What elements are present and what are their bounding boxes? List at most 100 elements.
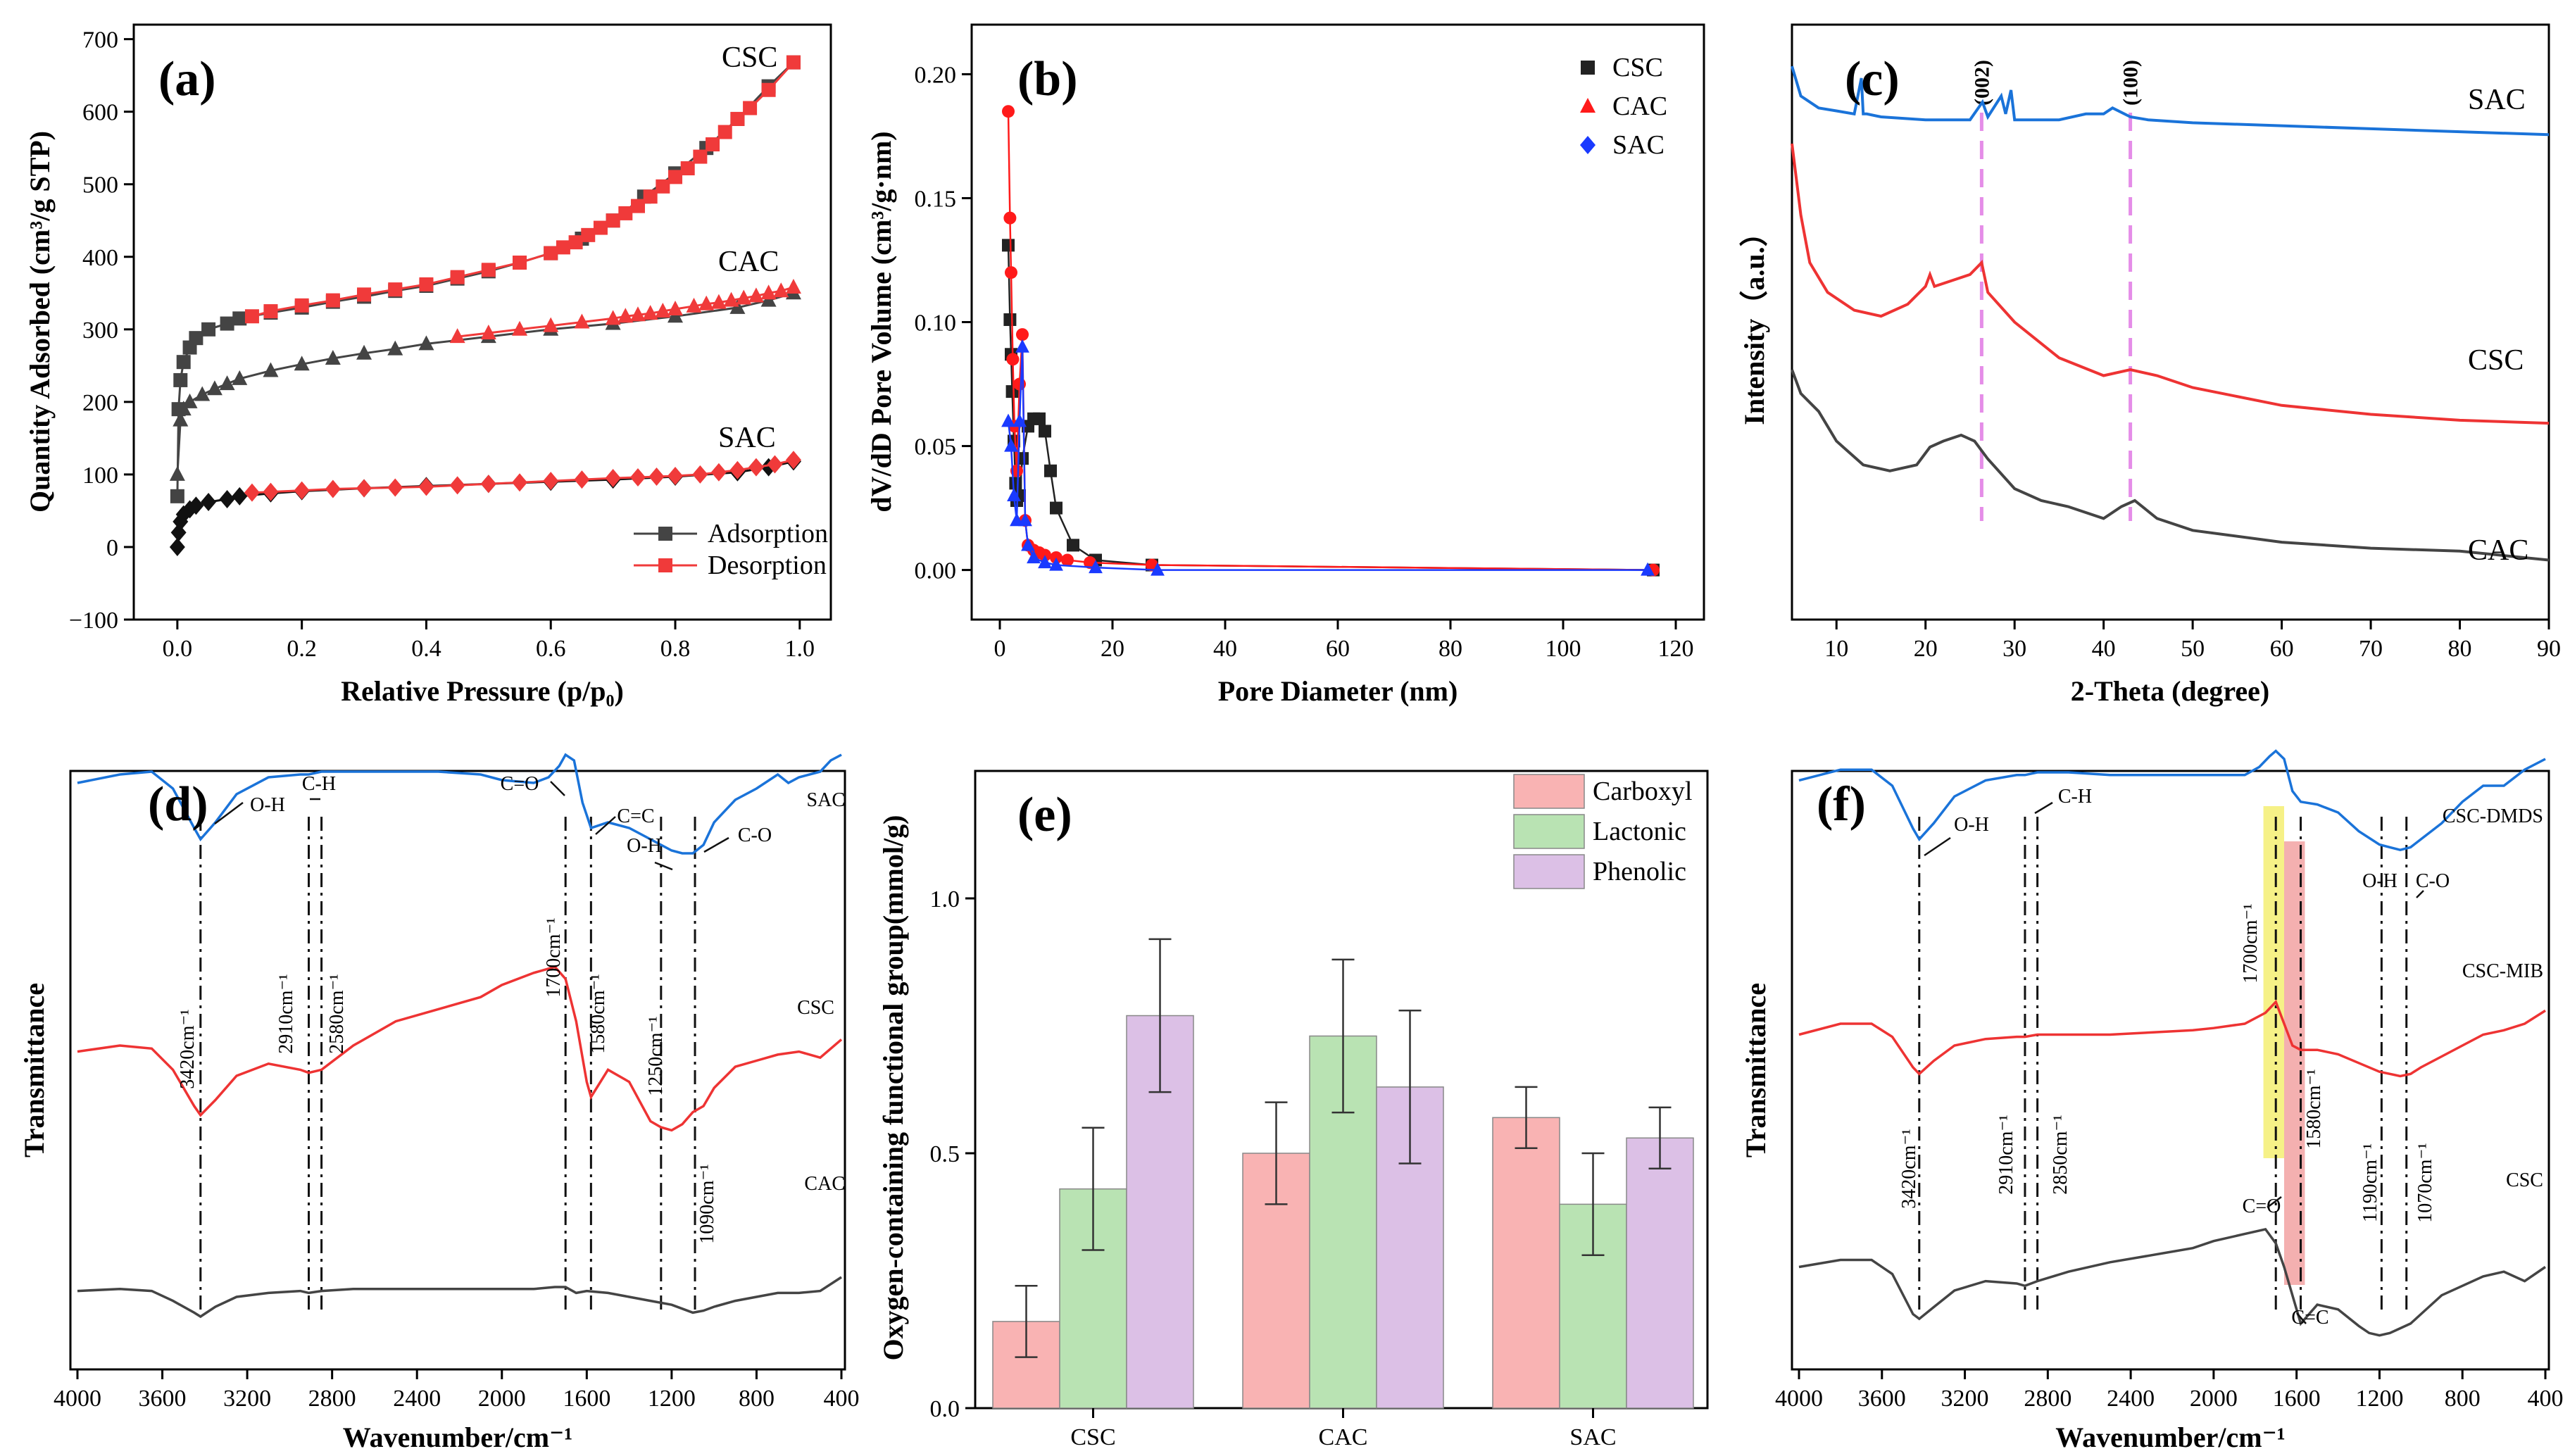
panel-a-xtick-label: 1.0	[785, 636, 815, 662]
panel-b-ylabel: dV/dD Pore Volume (cm³/g·nm)	[865, 131, 897, 512]
panel-f-xtick-label: 2800	[2024, 1386, 2071, 1412]
panel-b-xtick-label: 0	[994, 636, 1006, 662]
panel-a-series-5-point	[574, 470, 590, 489]
panel-c-label-cac: CAC	[2468, 534, 2528, 567]
panel-d-letter: (d)	[148, 777, 208, 831]
panel-b-series-2-point	[1004, 438, 1018, 452]
panel-a-series-4-point	[169, 537, 185, 556]
panel-e-category-label: SAC	[1569, 1424, 1616, 1450]
panel-f-annotation: C=O	[2243, 1195, 2281, 1217]
panel-a-series-1-point	[481, 263, 496, 277]
panel-b-series-2-point	[1151, 562, 1165, 576]
panel-e-ytick-label: 0.5	[930, 1141, 960, 1167]
panel-a-series-2-point	[356, 344, 372, 360]
panel-a-series-3-point	[642, 305, 658, 320]
panel-a-series-5-point	[325, 479, 341, 498]
panel-d-xtick-label: 1600	[563, 1386, 610, 1412]
panel-d-annotation: O-H	[250, 794, 285, 816]
panel-e-category-label: CSC	[1070, 1424, 1115, 1450]
panel-a-legend-label: Desorption	[708, 551, 827, 580]
panel-c-frame	[1791, 23, 2550, 621]
panel-d-xtick-label: 3600	[139, 1386, 187, 1412]
panel-a-series-1-point	[244, 309, 259, 324]
panel-f-series-2-line	[1798, 1227, 2546, 1337]
panel-a-ytick-label: 400	[82, 245, 118, 271]
panel-f-annotation: 1580cm⁻¹	[2303, 1069, 2325, 1148]
panel-a-legend: Adsorption Desorption	[634, 519, 828, 580]
panel-f-highlight-band	[2263, 806, 2284, 1158]
panel-f-annotation-arrow	[2296, 1312, 2307, 1324]
panel-a-series-1-point	[706, 137, 720, 152]
panel-a-series-1-point	[593, 220, 608, 235]
panel-c-label-csc: CSC	[2468, 344, 2524, 377]
panel-a-series-1-point	[743, 101, 758, 115]
panel-e-legend-swatch	[1513, 774, 1585, 809]
panel-a-legend-marker	[658, 527, 672, 541]
panel-a-series-0-point	[232, 311, 247, 326]
panel-a-xtick-label: 0.6	[536, 636, 566, 662]
panel-a-series-1-point	[668, 170, 683, 184]
panel-b-legend-label: CSC	[1612, 53, 1663, 82]
panel-f-series-1-line	[1798, 999, 2546, 1078]
panel-c-xtick-label: 40	[2092, 636, 2116, 662]
panel-c-xtick-label: 70	[2359, 636, 2383, 662]
panel-f-series-label: CSC-MIB	[2462, 960, 2543, 982]
panel-d-series-0-line	[77, 753, 842, 855]
panel-b-series-0-point	[1067, 539, 1079, 552]
panel-b-ytick-label: 0.05	[915, 434, 957, 460]
panel-b-legend-label: CAC	[1612, 92, 1667, 121]
panel-b-series-1-point	[1016, 328, 1029, 341]
panel-a-series-1-point	[568, 235, 583, 250]
panel-a-series-3-point	[512, 320, 528, 336]
panel-a-series-0-point	[170, 489, 184, 503]
panel-d-xtick-label: 400	[824, 1386, 860, 1412]
panel-a-series-1-point	[730, 111, 745, 126]
panel-a-series-2-point	[232, 370, 248, 385]
panel-b-series-2-point	[1007, 488, 1021, 502]
panel-a-series-2-point	[206, 380, 222, 396]
panel-b-letter: (b)	[1017, 52, 1078, 106]
panel-e-bar-carboxyl	[1492, 1117, 1560, 1409]
panel-f-ftir-adsorption-chart: 4000 3600 3200 2800 2400 2000 1600 1200 800 400 O-…	[1740, 749, 2564, 1453]
panel-e-legend-swatch	[1513, 854, 1585, 889]
panel-f-ylabel: Transmittance	[1740, 983, 1772, 1157]
panel-f-xtick-label: 1200	[2355, 1386, 2403, 1412]
panel-e-ylabel: Oxygen-containing functional group(mmol/…	[877, 815, 909, 1361]
panel-b-xtick-label: 60	[1326, 636, 1350, 662]
panel-f-annotation: 1070cm⁻¹	[2414, 1143, 2436, 1222]
panel-b-series-0-point	[1003, 313, 1017, 326]
panel-a-label-cac: CAC	[718, 246, 779, 278]
panel-a-series-5-point	[387, 478, 403, 497]
panel-a-label-sac: SAC	[718, 422, 776, 454]
panel-e-legend: Carboxyl Lactonic Phenolic	[1513, 774, 1692, 889]
panel-d-annotation-arrow	[214, 802, 244, 824]
panel-a-xtick-label: 0.4	[411, 636, 441, 662]
panel-d-annotation-arrow	[703, 836, 729, 853]
panel-b-pore-size-chart: 0 20 40 60 80 100 120 0.00 0.05 0.10 0.15 0.20 (b) CS…	[865, 23, 1705, 707]
panel-c-series-2-line	[1791, 369, 2550, 562]
panel-d-frame	[69, 770, 846, 1371]
panel-a-series-3-point	[605, 310, 621, 325]
panel-a-series-3-point	[574, 313, 590, 329]
panel-a-series-5-point	[480, 475, 496, 494]
panel-b-legend-label: SAC	[1612, 130, 1665, 160]
panel-a-series-1-point	[693, 149, 708, 164]
panel-a-series-3-point	[543, 317, 559, 332]
panel-f-annotation-arrow	[1924, 836, 1951, 857]
panel-b-ytick-label: 0.10	[915, 310, 957, 337]
panel-c-ylabel: Intensity（a.u.）	[1738, 218, 1770, 425]
panel-a-series-3-point	[655, 303, 671, 318]
panel-a-ytick-label: 300	[82, 318, 118, 344]
panel-a-series-2-point	[182, 393, 198, 408]
panel-b-series-1-point	[1013, 377, 1026, 391]
panel-d-ftir-chart: 4000 3600 3200 2800 2400 2000 1600 1200 800 400 O-…	[18, 753, 860, 1453]
panel-d-series-label: CSC	[797, 997, 834, 1019]
panel-c-series-0-line	[1791, 65, 2550, 137]
panel-b-xtick-label: 40	[1213, 636, 1237, 662]
panel-b-series-2-point	[1018, 513, 1032, 527]
panel-c-xlabel: 2-Theta (degree)	[2071, 675, 2270, 707]
panel-c-letter: (c)	[1845, 52, 1900, 106]
panel-e-functional-group-bar-chart: 0.0 0.5 1.0 CSC CAC SAC Carboxyl Lactonic Phenol…	[877, 770, 1709, 1450]
panel-b-series-1-point	[1005, 266, 1017, 280]
panel-a-series-2-point	[325, 350, 341, 365]
